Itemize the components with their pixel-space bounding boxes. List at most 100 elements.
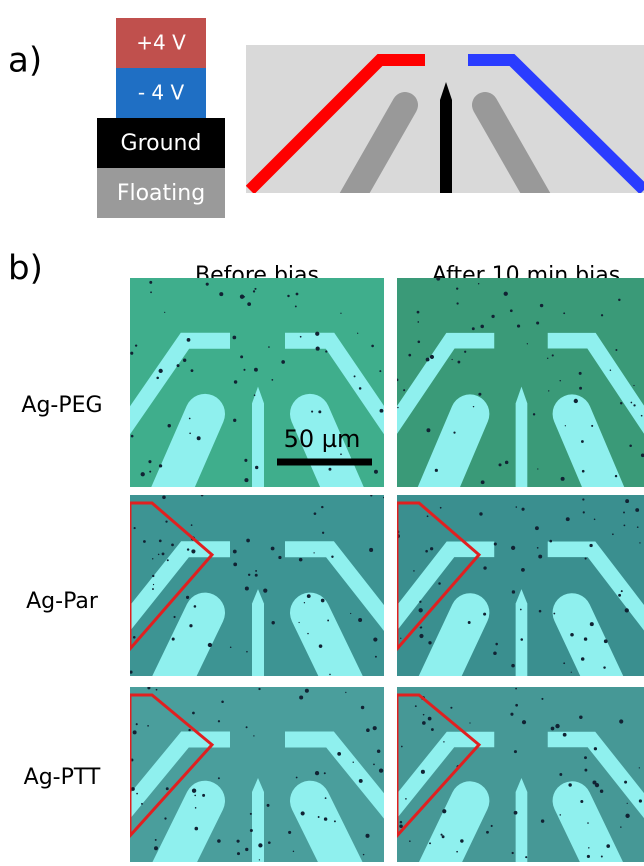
particle <box>625 499 629 503</box>
particle <box>248 574 250 576</box>
particle <box>637 526 639 528</box>
particle <box>268 346 270 348</box>
particle <box>313 552 314 553</box>
particle <box>187 338 191 342</box>
particle <box>173 616 175 618</box>
particle <box>512 852 514 854</box>
particle <box>253 735 254 736</box>
particle <box>141 472 145 476</box>
particle <box>147 686 150 689</box>
particle <box>218 720 220 722</box>
particle <box>296 293 299 296</box>
particle <box>615 349 617 351</box>
particle <box>580 800 583 803</box>
particle <box>538 555 542 559</box>
particle <box>319 644 323 648</box>
particle <box>627 803 628 804</box>
particle <box>296 777 298 779</box>
particle <box>428 641 431 644</box>
particle <box>397 407 399 409</box>
particle <box>152 588 154 590</box>
particle <box>255 466 258 469</box>
particle <box>369 548 373 552</box>
particle <box>631 402 633 404</box>
particle <box>221 701 224 704</box>
particle <box>281 360 285 364</box>
particle <box>495 643 498 646</box>
particle <box>618 594 621 597</box>
particle <box>418 341 421 344</box>
particle <box>547 358 548 359</box>
particle <box>159 369 163 373</box>
particle <box>405 798 407 800</box>
particle <box>253 290 255 292</box>
particle <box>298 622 299 623</box>
particle <box>579 387 582 390</box>
particle <box>425 550 428 553</box>
particle <box>639 767 640 768</box>
particle <box>166 787 169 790</box>
particle <box>358 618 362 622</box>
particle <box>540 304 543 307</box>
particle <box>473 406 474 407</box>
particle <box>419 608 423 612</box>
particle <box>625 814 629 818</box>
particle <box>247 302 251 306</box>
particle <box>440 507 442 509</box>
particle <box>188 729 190 731</box>
particle <box>505 461 509 465</box>
particle <box>472 327 475 330</box>
particle <box>510 309 513 312</box>
particle <box>267 804 270 807</box>
particle <box>629 444 632 447</box>
electrode-schematic <box>246 45 644 210</box>
particle <box>515 506 517 508</box>
particle <box>499 463 502 466</box>
particle <box>574 399 578 403</box>
particle <box>131 787 135 791</box>
particle <box>435 469 438 472</box>
particle <box>533 413 535 415</box>
particle <box>219 292 223 296</box>
particle <box>374 470 378 474</box>
particle <box>244 459 247 462</box>
electrode <box>252 387 264 487</box>
particle <box>606 844 610 848</box>
particle <box>442 835 445 838</box>
particle <box>191 549 195 553</box>
particle <box>353 762 354 763</box>
particle <box>493 652 497 656</box>
particle <box>379 370 381 372</box>
particle <box>565 425 566 426</box>
particle <box>271 379 273 381</box>
particle <box>635 508 639 512</box>
row-label: Ag-PEG <box>21 393 102 418</box>
particle <box>315 332 319 336</box>
particle <box>535 526 539 530</box>
micrograph <box>120 494 394 706</box>
particle <box>377 750 381 754</box>
particle <box>491 315 494 318</box>
particle <box>409 840 411 842</box>
particle <box>233 563 237 567</box>
particle <box>633 385 634 386</box>
particle <box>521 508 524 511</box>
particle <box>561 477 565 481</box>
particle <box>559 380 560 381</box>
particle <box>254 288 256 290</box>
particle <box>321 506 323 508</box>
particle <box>177 364 180 367</box>
particle <box>582 470 585 473</box>
particle <box>189 418 191 420</box>
particle <box>304 602 305 603</box>
particle <box>585 557 587 559</box>
particle <box>443 741 444 742</box>
electrode <box>252 778 264 862</box>
legend-label: Floating <box>117 181 205 206</box>
particle <box>299 695 303 699</box>
particle <box>136 723 138 725</box>
particle <box>559 814 561 816</box>
particle <box>603 666 605 668</box>
particle <box>541 819 544 822</box>
particle <box>429 842 431 844</box>
